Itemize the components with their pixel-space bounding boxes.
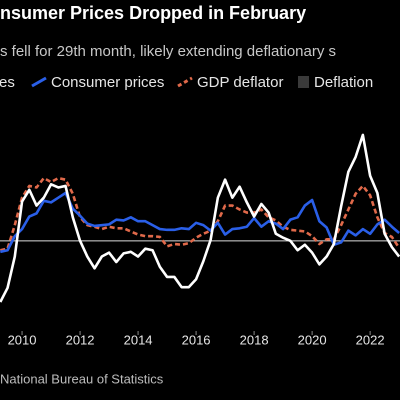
legend-swatch	[298, 76, 309, 88]
x-tick-label: 2014	[124, 332, 153, 347]
x-tick-label: 2016	[182, 332, 211, 347]
series-line	[0, 133, 400, 303]
series-line	[0, 176, 400, 252]
x-tick-label: 2012	[66, 332, 95, 347]
chart-title: nsumer Prices Dropped in February	[0, 3, 306, 23]
legend-swatch	[31, 76, 47, 88]
x-tick-label: 2020	[298, 332, 327, 347]
chart-subtitle: s fell for 29th month, likely extending …	[0, 43, 336, 60]
x-tick-label: 2018	[240, 332, 269, 347]
legend-label: es	[0, 74, 15, 91]
x-tick-label: 2010	[8, 332, 37, 347]
x-tick-label: 2022	[356, 332, 385, 347]
source: National Bureau of Statistics	[0, 371, 164, 386]
legend-label: GDP deflator	[197, 74, 283, 91]
legend-swatch	[177, 76, 193, 88]
legend-label: Consumer prices	[51, 74, 164, 91]
legend-label: Deflation	[314, 74, 373, 91]
